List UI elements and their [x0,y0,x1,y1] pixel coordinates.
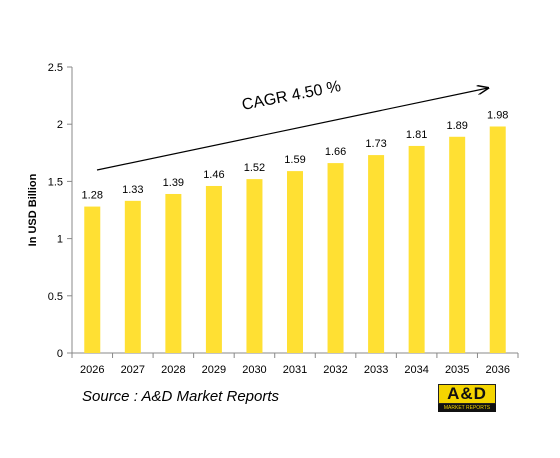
x-tick-label: 2026 [80,364,104,376]
y-tick-label: 2.5 [48,62,63,74]
y-tick-label: 0 [57,348,63,360]
bar [124,200,141,353]
bar [246,179,263,353]
logo-text: A&D [438,384,496,404]
data-label: 1.33 [122,184,143,196]
y-tick-label: 1 [57,234,63,246]
data-label: 1.39 [163,177,184,189]
bar [327,163,344,353]
data-labels: 1.28 1.33 1.39 1.46 1.52 1.59 1.66 1.73 1.81 1.89… [82,109,509,201]
bars [84,126,506,353]
bar [449,136,466,353]
bar [368,155,385,353]
x-tick-label: 2032 [323,364,347,376]
x-axis: 2026 2027 2028 2029 2030 2031 2032 2033 2034 2035… [71,352,519,376]
data-label: 1.46 [203,169,224,181]
x-tick-label: 2031 [283,364,307,376]
data-label: 1.66 [325,146,346,158]
x-tick-label: 2036 [485,364,509,376]
x-tick-label: 2029 [202,364,226,376]
bar [205,185,222,353]
bar [84,206,101,353]
brand-logo: A&D MARKET REPORTS [438,384,496,412]
data-label: 1.89 [446,120,467,132]
data-label: 1.28 [82,190,103,202]
source-note: Source : A&D Market Reports [82,388,280,405]
bar [408,145,425,353]
data-label: 1.98 [487,109,508,121]
cagr-arrow [96,88,488,171]
x-tick-label: 2035 [445,364,469,376]
data-label: 1.81 [406,129,427,141]
x-tick-label: 2034 [404,364,428,376]
bar [489,126,506,353]
y-tick-label: 1.5 [48,176,63,188]
y-axis-title: In USD Billion [27,173,39,246]
y-axis: 0 0.5 1 1.5 2 2.5 [48,62,73,360]
data-label: 1.73 [365,138,386,150]
x-tick-label: 2028 [161,364,185,376]
y-tick-label: 0.5 [48,291,63,303]
x-tick-label: 2030 [242,364,266,376]
logo-subtext: MARKET REPORTS [438,404,496,412]
data-label: 1.52 [244,162,265,174]
bar [287,171,303,353]
y-tick-label: 2 [57,119,63,131]
bar [165,193,182,353]
data-label: 1.59 [284,154,305,166]
x-tick-label: 2027 [121,364,145,376]
cagr-label: CAGR 4.50 % [241,78,343,114]
x-tick-label: 2033 [364,364,388,376]
